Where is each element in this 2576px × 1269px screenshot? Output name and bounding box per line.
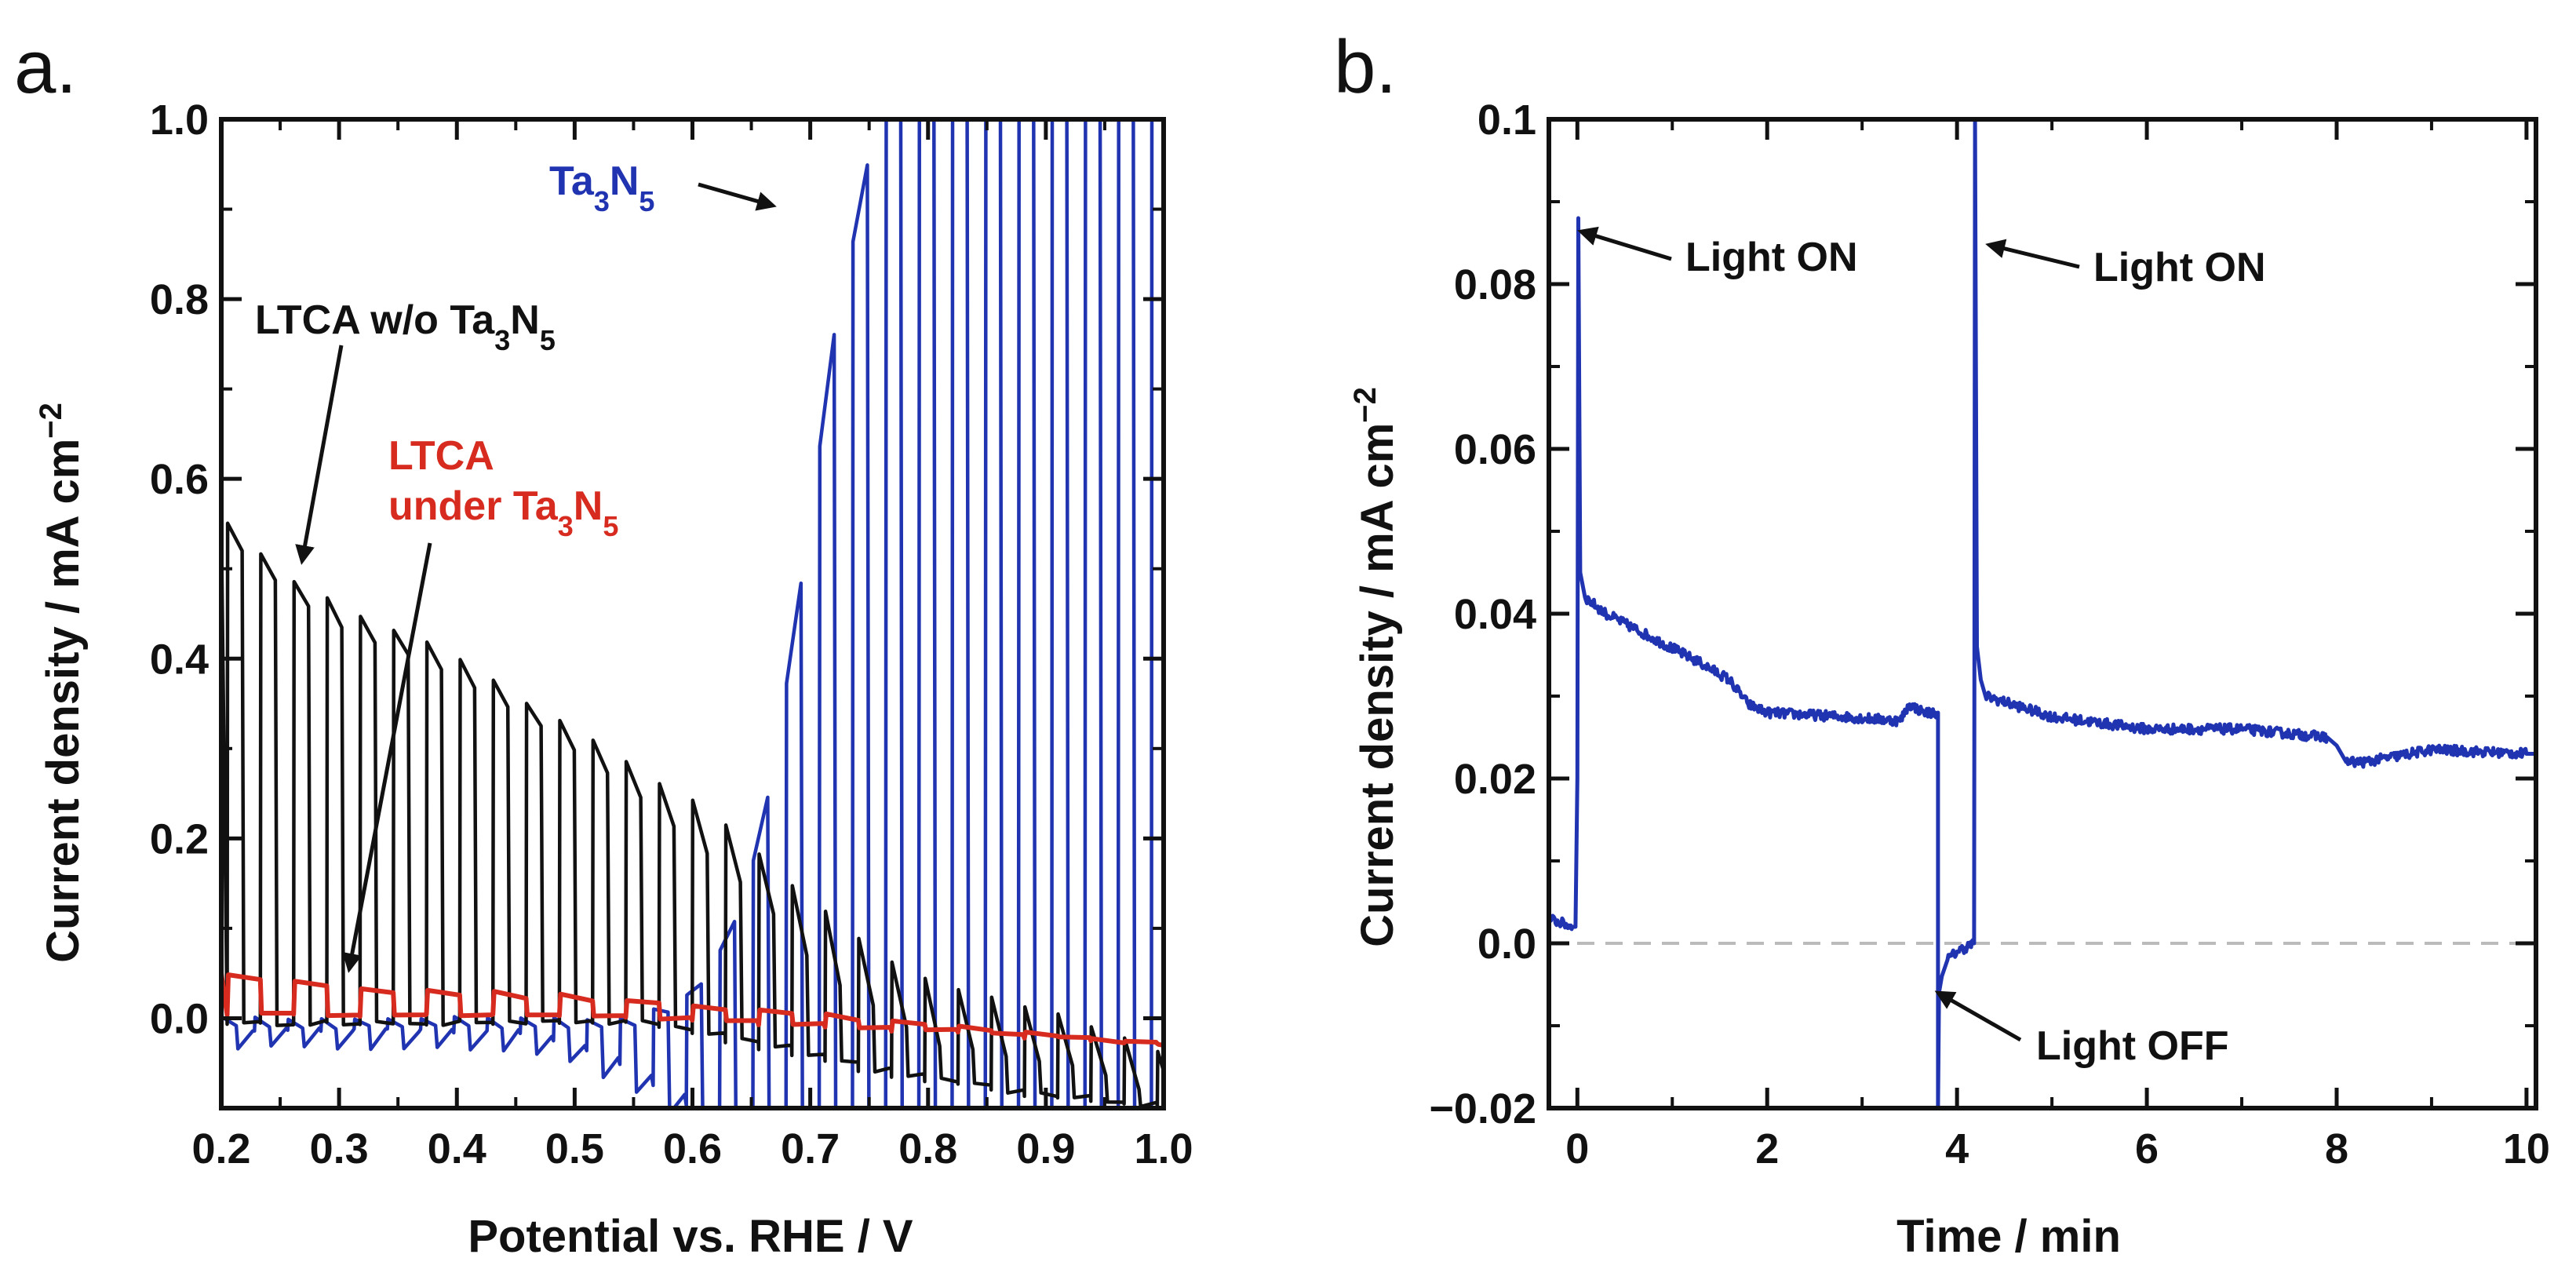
panel-a-y-tick-label: 0.6 xyxy=(150,456,209,503)
annotation-light-off-arrow xyxy=(1934,990,2022,1042)
annotation-ltca-without-part-4: 5 xyxy=(540,324,556,356)
panel-b-x-axis-title: Time / min xyxy=(1896,1211,2121,1262)
panel-b-y-tick-label: 0.06 xyxy=(1454,426,1536,473)
panel-a-y-tick-label: 0.4 xyxy=(150,636,209,683)
panel-a-y-tick-label: 0.0 xyxy=(150,995,209,1042)
annotation-ltca-under-part-2: 3 xyxy=(558,510,574,542)
panel-a-x-tick-label: 0.9 xyxy=(1016,1125,1075,1172)
annotation-ta3n5-part-3: N xyxy=(610,159,639,204)
panel-a-x-tick-label: 0.8 xyxy=(898,1125,957,1172)
panel-a-ticks xyxy=(219,117,1166,1110)
panel-a-y-axis-title-main: Current density / mA cm xyxy=(38,439,89,963)
panel-b-x-tick-label: 6 xyxy=(2135,1125,2159,1172)
panel-b-y-tick-labels: −0.02 0.0 0.02 0.04 0.06 0.08 0.1 xyxy=(1429,97,1536,1132)
annotation-ltca-under-part-1: under Ta xyxy=(388,483,559,529)
annotation-ltca-under-part-4: 5 xyxy=(603,510,618,542)
annotation-light-on-1: Light ON xyxy=(1685,235,1858,280)
annotation-ta3n5-label: Ta3N5 xyxy=(549,159,654,217)
panel-b-y-tick-label: 0.0 xyxy=(1477,921,1536,968)
panel-a-y-tick-labels: 0.0 0.2 0.4 0.6 0.8 1.0 xyxy=(150,97,209,1042)
annotation-ltca-without-part-1: LTCA w/o Ta xyxy=(255,297,495,343)
series-ltca-without-ta3n5-line xyxy=(221,519,1164,1108)
annotation-ltca-under-part-3: N xyxy=(574,483,603,529)
panel-a-y-tick-label: 1.0 xyxy=(150,97,209,144)
annotation-light-on-2-arrow xyxy=(1985,239,2080,269)
panel-a-x-tick-label: 0.6 xyxy=(663,1125,722,1172)
annotation-ltca-without-arrow xyxy=(295,345,344,565)
panel-a-x-tick-label: 0.3 xyxy=(310,1125,369,1172)
panel-b-letter: b. xyxy=(1334,25,1397,109)
series-ta3n5-line xyxy=(221,119,1154,1108)
panel-a-x-tick-label: 1.0 xyxy=(1134,1125,1193,1172)
series-ltca-under-ta3n5-line xyxy=(221,972,1164,1048)
panel-a-x-tick-label: 0.4 xyxy=(428,1125,486,1172)
annotation-ltca-under-arrow xyxy=(342,542,432,973)
annotation-ta3n5-part-1: Ta xyxy=(549,159,595,204)
panel-a-x-tick-label: 0.2 xyxy=(191,1125,250,1172)
panel-b-y-axis-title-main: Current density / mA cm xyxy=(1352,423,1403,947)
panel-a-x-tick-label: 0.5 xyxy=(545,1125,604,1172)
panel-b-y-tick-label: 0.1 xyxy=(1477,97,1536,144)
panel-b-y-axis-title-exp: −2 xyxy=(1348,387,1383,423)
annotation-ltca-under-line2: under Ta3N5 xyxy=(388,483,618,542)
panel-a-letter: a. xyxy=(14,25,77,109)
annotation-light-on-1-arrow xyxy=(1577,226,1672,261)
panel-a-y-tick-label: 0.2 xyxy=(150,815,209,862)
panel-b-y-tick-label: 0.02 xyxy=(1454,756,1536,803)
panel-b-x-tick-label: 2 xyxy=(1755,1125,1779,1172)
annotation-light-off: Light OFF xyxy=(2036,1023,2228,1069)
annotation-ta3n5-part-4: 5 xyxy=(639,185,654,217)
annotation-ltca-without-part-3: N xyxy=(510,297,540,343)
panel-a-x-tick-labels: 0.2 0.3 0.4 0.5 0.6 0.7 0.8 0.9 1.0 xyxy=(191,1125,1193,1172)
annotation-ltca-under-line1: LTCA xyxy=(388,433,494,479)
panel-b-y-tick-label: −0.02 xyxy=(1429,1085,1536,1132)
panel-b: b. 0 2 4 6 8 10 −0.02 0.0 0.02 0.04 0.06 0.08 0.1 T… xyxy=(1334,25,2550,1262)
annotation-light-on-2: Light ON xyxy=(2093,245,2266,290)
panel-b-ticks xyxy=(1549,117,2536,1110)
panel-a-y-axis-title: Current density / mA cm−2 xyxy=(34,403,89,963)
panel-b-series xyxy=(1549,119,2536,1108)
annotation-ta3n5-arrow xyxy=(698,182,777,211)
panel-a-y-axis-title-exp: −2 xyxy=(34,403,68,439)
panel-a-x-axis-title: Potential vs. RHE / V xyxy=(468,1211,913,1262)
series-photocurrent-line xyxy=(1549,119,2536,1108)
panel-b-x-tick-label: 4 xyxy=(1945,1125,1969,1172)
panel-b-x-tick-labels: 0 2 4 6 8 10 xyxy=(1565,1125,2550,1172)
panel-b-y-axis-title: Current density / mA cm−2 xyxy=(1348,387,1403,947)
panel-b-x-tick-label: 8 xyxy=(2325,1125,2348,1172)
panel-b-y-tick-label: 0.08 xyxy=(1454,261,1536,308)
panel-a-y-tick-label: 0.8 xyxy=(150,276,209,323)
annotation-ltca-without-label: LTCA w/o Ta3N5 xyxy=(255,297,556,356)
panel-b-x-tick-label: 0 xyxy=(1565,1125,1589,1172)
panel-b-x-tick-label: 10 xyxy=(2503,1125,2550,1172)
panel-a-series xyxy=(221,119,1164,1108)
panel-b-y-tick-label: 0.04 xyxy=(1454,591,1536,638)
annotation-ta3n5-part-2: 3 xyxy=(594,185,610,217)
panel-a: a. 0.2 0.3 0.4 0.5 0.6 0.7 0.8 0.9 1.0 0.0 0.2 0.4… xyxy=(14,25,1193,1262)
annotation-ltca-without-part-2: 3 xyxy=(494,324,510,356)
panel-a-x-tick-label: 0.7 xyxy=(781,1125,840,1172)
